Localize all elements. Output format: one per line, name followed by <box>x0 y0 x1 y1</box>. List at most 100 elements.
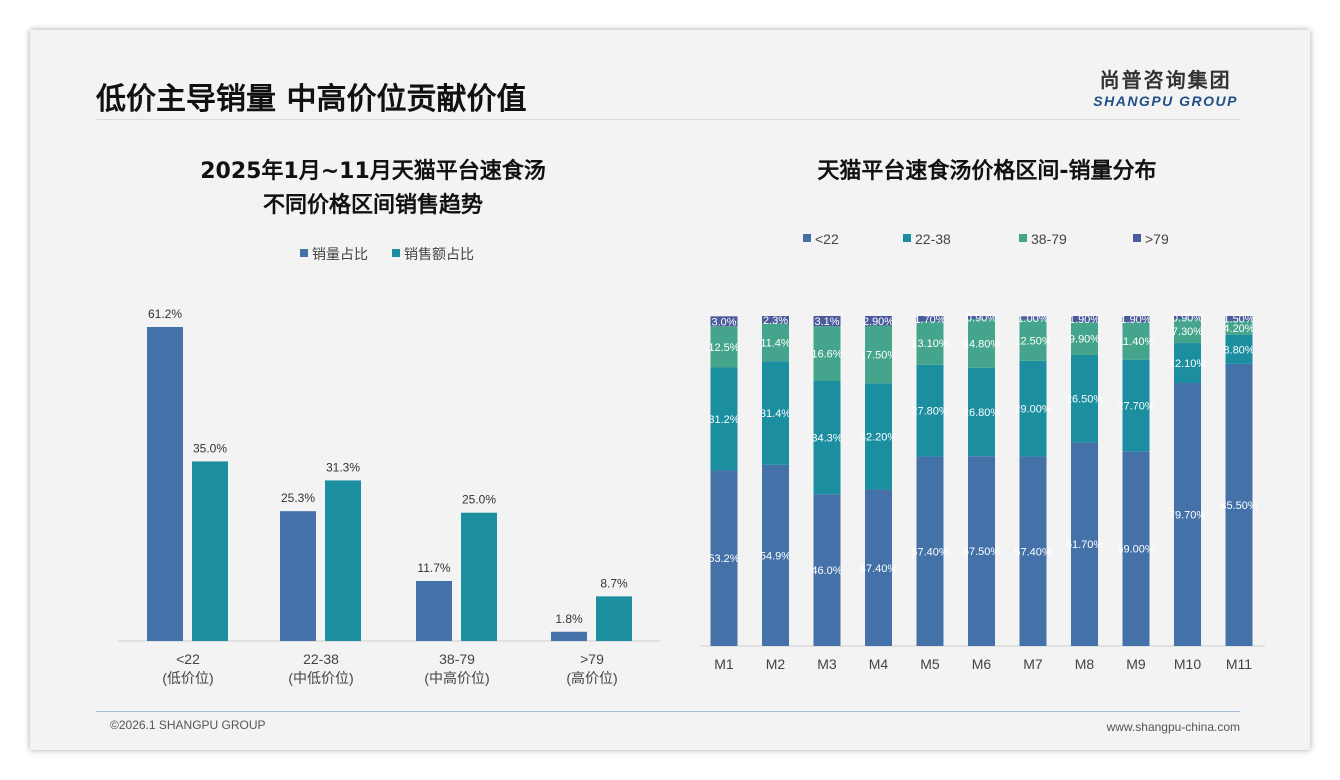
segment-label: 3.1% <box>814 316 839 328</box>
stacked-bar-segment <box>1071 354 1098 443</box>
segment-label: 26.80% <box>963 407 1001 419</box>
stacked-bar-segment <box>1122 359 1150 452</box>
x-tick-sublabel: (低价位) <box>162 670 213 686</box>
stacked-bar-segment <box>1225 320 1253 335</box>
segment-label: 34.3% <box>811 433 842 445</box>
stacked-bar-segment <box>813 326 841 382</box>
x-tick-label: M1 <box>714 656 734 672</box>
segment-label: 61.70% <box>1066 539 1104 551</box>
stacked-bar-segment <box>1122 451 1150 646</box>
x-tick-label: M3 <box>817 656 837 672</box>
segment-label: 47.40% <box>860 563 898 575</box>
title-divider <box>96 119 1240 120</box>
segment-label: 12.50% <box>1014 335 1052 347</box>
x-tick-label: M10 <box>1174 656 1201 672</box>
stacked-bar-segment <box>865 489 892 646</box>
x-tick-label: 38-79 <box>439 651 475 667</box>
stacked-bar-segment <box>1071 442 1098 646</box>
stacked-bar-segment <box>1019 319 1047 361</box>
segment-label: 14.80% <box>963 338 1001 350</box>
stacked-bar-segment <box>865 383 892 490</box>
stacked-bar-segment <box>865 325 892 384</box>
segment-label: 11.4% <box>760 337 791 349</box>
legend-swatch <box>392 249 400 257</box>
stacked-bar-segment <box>916 364 944 457</box>
bar <box>147 327 183 641</box>
stacked-bar-segment <box>1019 456 1047 646</box>
stacked-bar-segment <box>968 456 995 646</box>
stacked-bar-segment <box>1174 318 1201 344</box>
data-label: 25.3% <box>281 491 315 505</box>
segment-label: 26.50% <box>1066 394 1104 406</box>
segment-label: 2.90% <box>863 316 894 328</box>
x-tick-label: M5 <box>920 656 940 672</box>
segment-label: 57.50% <box>963 546 1001 558</box>
legend-label: <22 <box>815 231 839 247</box>
stacked-bar-segment <box>1122 316 1150 323</box>
stacked-bar-segment <box>762 323 789 362</box>
stacked-bar-segment <box>968 316 995 319</box>
x-tick-label: M11 <box>1226 656 1252 672</box>
segment-label: 2.3% <box>763 315 788 327</box>
segment-label: 17.50% <box>860 349 898 361</box>
bar <box>596 596 632 641</box>
segment-label: 12.5% <box>708 342 739 354</box>
stacked-bar-segment <box>710 316 738 327</box>
legend-swatch <box>903 234 911 242</box>
segment-label: 8.80% <box>1223 344 1254 356</box>
stacked-bar-segment <box>1225 334 1253 364</box>
data-label: 31.3% <box>326 460 360 474</box>
footer-copyright: ©2026.1 SHANGPU GROUP <box>110 718 266 732</box>
stacked-bar-segment <box>813 381 841 495</box>
x-tick-label: 22-38 <box>303 651 339 667</box>
x-tick-label: <22 <box>176 651 200 667</box>
x-tick-label: M7 <box>1023 656 1043 672</box>
bar <box>325 480 361 641</box>
segment-label: 12.10% <box>1169 358 1207 370</box>
stacked-bar-segment <box>1174 343 1201 383</box>
segment-label: 31.2% <box>708 414 739 426</box>
stacked-bar-segment <box>710 367 738 471</box>
stacked-bar-segment <box>916 321 944 365</box>
stacked-bar-segment <box>1174 382 1201 646</box>
segment-label: 11.40% <box>1118 336 1155 348</box>
bar <box>280 511 316 641</box>
segment-label: 57.40% <box>1014 546 1052 558</box>
segment-label: 59.00% <box>1117 544 1155 556</box>
segment-label: 1.00% <box>1017 313 1048 325</box>
x-tick-sublabel: (中高价位) <box>424 670 489 686</box>
stacked-bar-segment <box>813 494 841 646</box>
legend-label: 销量占比 <box>312 246 368 262</box>
stacked-bar-segment <box>916 316 944 322</box>
stacked-bar-segment <box>916 456 944 646</box>
stacked-bar-segment <box>1225 316 1253 321</box>
x-tick-label: M2 <box>766 656 786 672</box>
data-label: 11.7% <box>417 561 450 575</box>
segment-label: 27.70% <box>1117 401 1155 413</box>
stacked-bar-segment <box>710 470 738 646</box>
segment-label: 1.70% <box>914 314 945 326</box>
stacked-bar-segment <box>968 367 995 457</box>
legend-swatch <box>1019 234 1027 242</box>
bar <box>416 580 452 641</box>
segment-label: 1.50% <box>1223 313 1254 325</box>
footer-website: www.shangpu-china.com <box>1106 720 1240 734</box>
x-tick-label: M4 <box>869 656 889 672</box>
stacked-bar-segment <box>968 318 995 368</box>
logo: 尚普咨询集团 SHANGPU GROUP <box>1093 64 1238 109</box>
segment-label: 4.20% <box>1223 323 1254 335</box>
stacked-bar-segment <box>762 361 789 465</box>
bar <box>461 512 497 641</box>
x-tick-label: >79 <box>580 651 604 667</box>
legend-label: 销售额占比 <box>404 246 474 262</box>
segment-label: 9.90% <box>1069 334 1100 346</box>
segment-label: 7.30% <box>1172 326 1203 338</box>
stacked-bar-segment <box>762 464 789 646</box>
legend-label: 38-79 <box>1031 231 1067 247</box>
stacked-bar-segment <box>1019 316 1047 320</box>
segment-label: 79.70% <box>1169 509 1207 521</box>
segment-label: 3.0% <box>711 316 736 328</box>
segment-label: 0.90% <box>1172 312 1203 324</box>
stacked-bar-segment <box>865 316 892 326</box>
